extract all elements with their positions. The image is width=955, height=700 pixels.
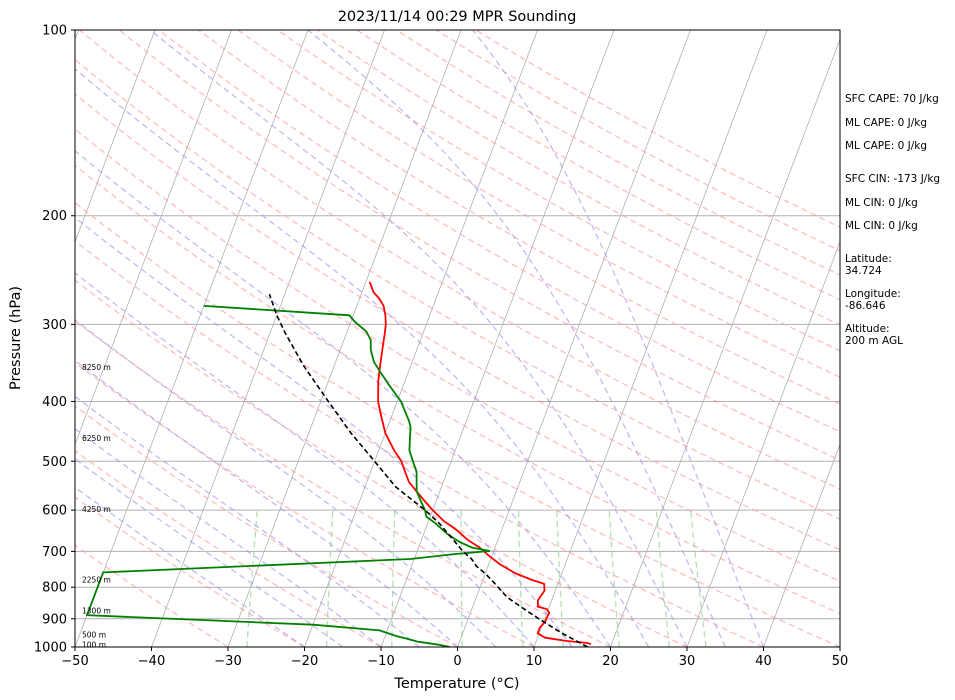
longitude-label: Longitude: — [845, 288, 901, 300]
x-axis-title: Temperature (°C) — [393, 676, 519, 692]
moist-adiabat — [307, 30, 726, 647]
dewpoint-line — [85, 305, 491, 647]
y-tick-label: 900 — [42, 612, 67, 627]
longitude-value: -86.646 — [845, 300, 886, 312]
chart-title: 2023/11/14 00:29 MPR Sounding — [338, 9, 577, 25]
sfc-cape-label: SFC CAPE: 70 J/kg — [845, 93, 939, 105]
x-tick-label: −20 — [291, 654, 318, 669]
latitude-label: Latitude: — [845, 253, 892, 265]
height-label: 100 m — [82, 640, 106, 649]
isotherm-line — [75, 30, 309, 647]
isotherm-line — [457, 30, 691, 647]
mixing-ratio-line — [608, 510, 620, 647]
x-tick-label: 40 — [755, 654, 772, 669]
moist-adiabat — [75, 359, 458, 647]
isotherm-line — [304, 30, 538, 647]
dry-adiabat — [316, 30, 840, 326]
x-tick-label: −10 — [367, 654, 394, 669]
ml-cin-label: ML CIN: 0 J/kg — [845, 197, 918, 209]
moist-adiabat — [75, 458, 344, 647]
y-tick-label: 100 — [42, 24, 67, 39]
sfc-cin-label: SFC CIN: -173 J/kg — [845, 173, 940, 185]
mixing-ratio-line — [517, 510, 524, 647]
dry-adiabat — [75, 201, 840, 647]
dry-adiabat — [75, 496, 305, 647]
altitude-value: 200 m AGL — [845, 335, 903, 347]
dry-adiabat — [75, 58, 840, 520]
height-label: 4250 m — [82, 505, 111, 514]
mixing-ratio-line — [690, 510, 707, 647]
sounding-annotations: SFC CAPE: 70 J/kg ML CAPE: 0 J/kg ML CAP… — [845, 93, 940, 347]
dry-adiabat — [198, 30, 840, 405]
dry-adiabat — [277, 30, 840, 352]
x-tick-label: 20 — [602, 654, 619, 669]
dry-adiabat — [75, 405, 458, 647]
ml-cin-label-2: ML CIN: 0 J/kg — [845, 220, 918, 232]
mixing-ratio-line — [655, 510, 671, 647]
isotherm-line — [227, 30, 462, 647]
height-label: 8250 m — [82, 363, 111, 372]
dry-adiabat — [75, 449, 382, 647]
x-tick-label: 30 — [679, 654, 696, 669]
dry-adiabat — [75, 544, 229, 647]
sounding-series — [85, 281, 592, 647]
isotherm-line — [75, 30, 156, 243]
y-tick-label: 700 — [42, 545, 67, 560]
x-tick-label: −50 — [61, 654, 88, 669]
ml-cape-label: ML CAPE: 0 J/kg — [845, 117, 927, 129]
y-tick-label: 1000 — [34, 641, 67, 656]
dry-adiabat — [75, 240, 764, 647]
y-tick-label: 500 — [42, 455, 67, 470]
dry-adiabat — [75, 93, 840, 551]
isotherm-line — [686, 240, 840, 647]
dry-adiabat — [75, 320, 611, 647]
axis-ticks: −50 −40 −30 −20 −10 0 10 20 30 40 50 100 200 300 400 50… — [34, 24, 848, 670]
isotherm-line — [0, 30, 2, 647]
parcel-line — [268, 293, 588, 647]
y-tick-label: 600 — [42, 504, 67, 519]
moist-adiabat — [75, 319, 497, 647]
height-label: 2250 m — [82, 576, 111, 585]
y-tick-label: 400 — [42, 395, 67, 410]
height-label: 6250 m — [82, 434, 111, 443]
y-tick-label: 800 — [42, 581, 67, 596]
moist-adiabat — [75, 428, 382, 647]
y-tick-label: 300 — [42, 318, 67, 333]
dry-adiabat — [75, 164, 840, 615]
x-tick-label: −30 — [214, 654, 241, 669]
dry-adiabat — [75, 361, 535, 647]
height-label: 500 m — [82, 631, 106, 640]
temperature-line — [368, 281, 592, 646]
moist-adiabat — [149, 30, 688, 647]
isotherm-line — [610, 38, 840, 647]
altitude-label: Altitude: — [845, 323, 890, 335]
height-label: 1300 m — [82, 606, 111, 615]
moist-adiabat — [75, 149, 612, 647]
isotherm-line — [533, 30, 768, 647]
background-lines — [0, 30, 840, 647]
moist-adiabat — [75, 272, 535, 647]
isotherm-line — [380, 30, 615, 647]
moist-adiabat — [75, 68, 650, 647]
ml-cape-label-2: ML CAPE: 0 J/kg — [845, 140, 927, 152]
x-tick-label: 0 — [453, 654, 461, 669]
x-tick-label: 10 — [526, 654, 543, 669]
y-tick-label: 200 — [42, 209, 67, 224]
moist-adiabat — [472, 30, 765, 647]
mixing-ratio-line — [246, 510, 258, 647]
isotherm-line — [763, 443, 840, 647]
dry-adiabat — [75, 128, 840, 582]
dry-adiabat — [75, 279, 688, 647]
x-tick-label: 50 — [832, 654, 849, 669]
isotherm-line — [75, 30, 232, 446]
moist-adiabat — [75, 395, 420, 647]
dry-adiabat — [158, 30, 840, 433]
x-tick-label: −40 — [138, 654, 165, 669]
latitude-value: 34.724 — [845, 265, 882, 277]
y-axis-title: Pressure (hPa) — [8, 286, 24, 390]
